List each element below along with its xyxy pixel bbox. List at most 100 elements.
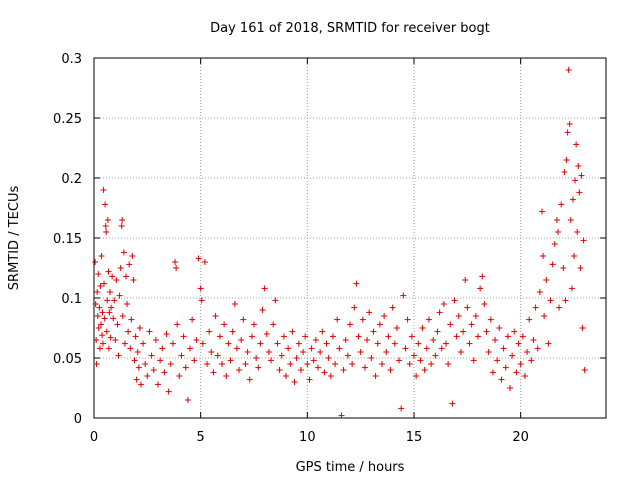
data-point bbox=[556, 304, 563, 311]
data-point bbox=[206, 328, 213, 335]
data-point bbox=[344, 352, 351, 359]
data-point bbox=[180, 333, 187, 340]
data-point bbox=[323, 340, 330, 347]
data-point bbox=[109, 273, 116, 280]
data-point bbox=[219, 361, 225, 367]
data-point bbox=[462, 277, 469, 283]
data-point bbox=[106, 309, 113, 316]
data-point bbox=[487, 316, 494, 323]
data-point bbox=[189, 316, 196, 323]
data-point bbox=[248, 333, 255, 340]
data-point bbox=[436, 309, 443, 316]
data-point bbox=[278, 352, 285, 359]
data-point bbox=[572, 177, 579, 184]
data-point bbox=[103, 328, 110, 335]
data-point bbox=[306, 376, 313, 383]
data-point bbox=[578, 172, 585, 179]
data-point bbox=[129, 253, 136, 259]
data-point bbox=[342, 337, 349, 343]
data-point bbox=[357, 349, 364, 355]
data-point bbox=[319, 328, 326, 335]
data-point bbox=[351, 304, 358, 311]
data-point bbox=[415, 340, 422, 347]
data-point bbox=[96, 304, 103, 311]
data-point bbox=[468, 321, 475, 328]
data-point bbox=[391, 340, 398, 347]
data-point bbox=[304, 361, 311, 367]
data-point bbox=[172, 259, 179, 265]
data-point bbox=[255, 364, 262, 371]
data-point bbox=[295, 340, 302, 347]
data-point bbox=[289, 328, 296, 335]
data-point bbox=[276, 367, 283, 373]
data-point bbox=[94, 313, 101, 319]
data-point bbox=[257, 340, 264, 347]
data-point bbox=[545, 340, 552, 347]
data-point bbox=[105, 268, 112, 275]
data-point bbox=[263, 331, 270, 337]
data-point bbox=[116, 292, 123, 299]
data-points bbox=[92, 67, 588, 419]
data-point bbox=[485, 349, 492, 355]
data-point bbox=[96, 345, 103, 352]
data-point bbox=[210, 369, 217, 376]
data-point bbox=[133, 376, 140, 383]
data-point bbox=[315, 364, 321, 371]
data-point bbox=[475, 333, 481, 340]
data-point bbox=[408, 333, 415, 340]
data-point bbox=[223, 373, 230, 379]
y-tick-label: 0.1 bbox=[61, 292, 82, 307]
data-point bbox=[393, 325, 400, 331]
data-point bbox=[472, 313, 479, 319]
y-tick-label: 0 bbox=[74, 412, 82, 427]
data-point bbox=[423, 345, 430, 352]
data-point bbox=[406, 361, 413, 367]
data-point bbox=[137, 381, 144, 388]
data-point bbox=[383, 349, 390, 355]
data-point bbox=[455, 313, 462, 319]
y-tick-label: 0.2 bbox=[61, 172, 82, 187]
data-point bbox=[332, 361, 339, 367]
data-point bbox=[238, 337, 245, 343]
data-point bbox=[261, 285, 268, 292]
data-point bbox=[576, 189, 583, 196]
data-point bbox=[372, 373, 379, 379]
data-point bbox=[287, 361, 294, 367]
data-point bbox=[404, 316, 411, 323]
data-point bbox=[195, 255, 202, 262]
x-axis-label: GPS time / hours bbox=[296, 460, 405, 475]
data-point bbox=[428, 361, 435, 367]
data-point bbox=[199, 340, 206, 347]
data-point bbox=[259, 307, 266, 313]
data-point bbox=[98, 321, 105, 328]
data-point bbox=[95, 325, 102, 331]
data-point bbox=[489, 369, 496, 376]
data-point bbox=[432, 352, 439, 359]
data-point bbox=[507, 385, 513, 391]
data-point bbox=[225, 340, 232, 347]
data-point bbox=[198, 297, 205, 304]
data-point bbox=[120, 249, 127, 256]
data-point bbox=[167, 361, 174, 367]
data-point bbox=[400, 292, 407, 299]
data-point bbox=[361, 364, 368, 371]
data-point bbox=[148, 352, 155, 359]
data-point bbox=[127, 345, 134, 352]
data-point bbox=[526, 316, 533, 323]
data-point bbox=[368, 355, 375, 361]
data-point bbox=[134, 349, 141, 355]
data-point bbox=[293, 355, 300, 361]
data-point bbox=[541, 313, 548, 319]
data-point bbox=[517, 361, 524, 367]
data-point bbox=[300, 349, 307, 355]
data-point bbox=[98, 253, 105, 259]
data-point bbox=[349, 361, 356, 367]
data-point bbox=[150, 367, 157, 373]
data-point bbox=[340, 367, 347, 373]
y-axis-label: SRMTID / TECUs bbox=[7, 186, 22, 291]
data-point bbox=[425, 316, 432, 323]
data-point bbox=[246, 376, 253, 383]
data-point bbox=[104, 217, 111, 223]
data-point bbox=[132, 333, 139, 340]
data-point bbox=[553, 217, 560, 223]
